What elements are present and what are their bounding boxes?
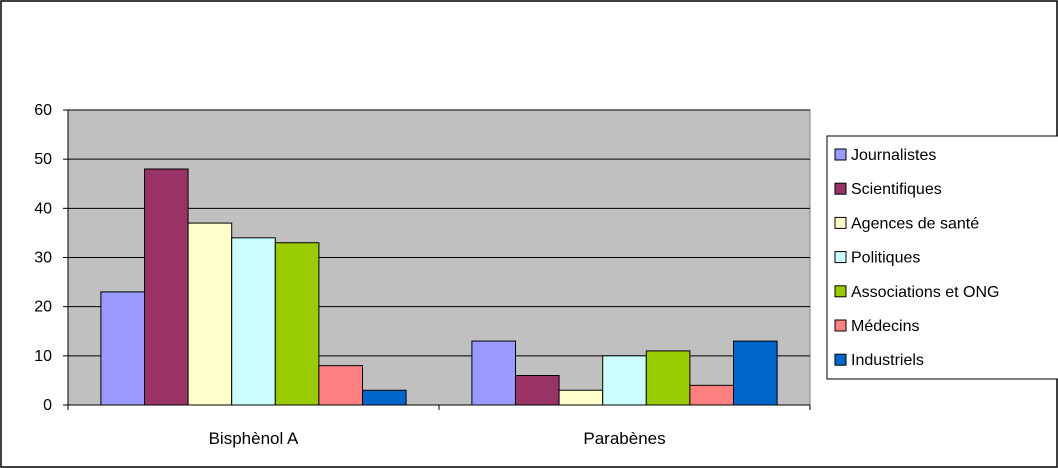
- bar-4-1: [646, 351, 690, 405]
- bar-2-1: [559, 390, 603, 405]
- bar-5-1: [690, 385, 734, 405]
- legend-swatch: [835, 252, 846, 263]
- legend-label: Agences de santé: [851, 215, 979, 232]
- bar-3-0: [232, 238, 276, 405]
- bar-1-1: [516, 376, 560, 406]
- bar-1-0: [145, 169, 189, 405]
- y-tick-label: 50: [34, 151, 52, 168]
- y-tick-label: 40: [34, 200, 52, 217]
- bar-5-0: [319, 366, 363, 405]
- legend-label: Journalistes: [851, 147, 936, 164]
- y-tick-label: 10: [34, 348, 52, 365]
- legend-label: Industriels: [851, 352, 924, 369]
- x-category-label: Bisphènol A: [209, 429, 299, 448]
- bar-2-0: [188, 223, 232, 405]
- legend-swatch: [835, 217, 846, 228]
- x-category-label: Parabènes: [583, 429, 665, 448]
- y-tick-label: 60: [34, 102, 52, 119]
- legend-swatch: [835, 183, 846, 194]
- plot-area: 0 10 20 30 40 50 60 Bisphènol A Parabènes: [34, 102, 810, 448]
- bar-0-0: [101, 292, 145, 405]
- legend-label: Médecins: [851, 318, 919, 335]
- legend-label: Scientifiques: [851, 181, 942, 198]
- bar-6-1: [734, 341, 778, 405]
- y-tick-label: 0: [43, 397, 52, 414]
- legend-label: Politiques: [851, 250, 920, 267]
- bar-6-0: [363, 390, 407, 405]
- y-tick-label: 30: [34, 250, 52, 267]
- bar-0-1: [472, 341, 516, 405]
- legend-swatch: [835, 286, 846, 297]
- legend-swatch: [835, 149, 846, 160]
- bar-4-0: [275, 243, 319, 405]
- bar-3-1: [603, 356, 647, 405]
- legend-swatch: [835, 354, 846, 365]
- legend-label: Associations et ONG: [851, 284, 1000, 301]
- legend-swatch: [835, 320, 846, 331]
- y-tick-label: 20: [34, 299, 52, 316]
- legend: Journalistes Scientifiques Agences de sant…: [827, 136, 1058, 379]
